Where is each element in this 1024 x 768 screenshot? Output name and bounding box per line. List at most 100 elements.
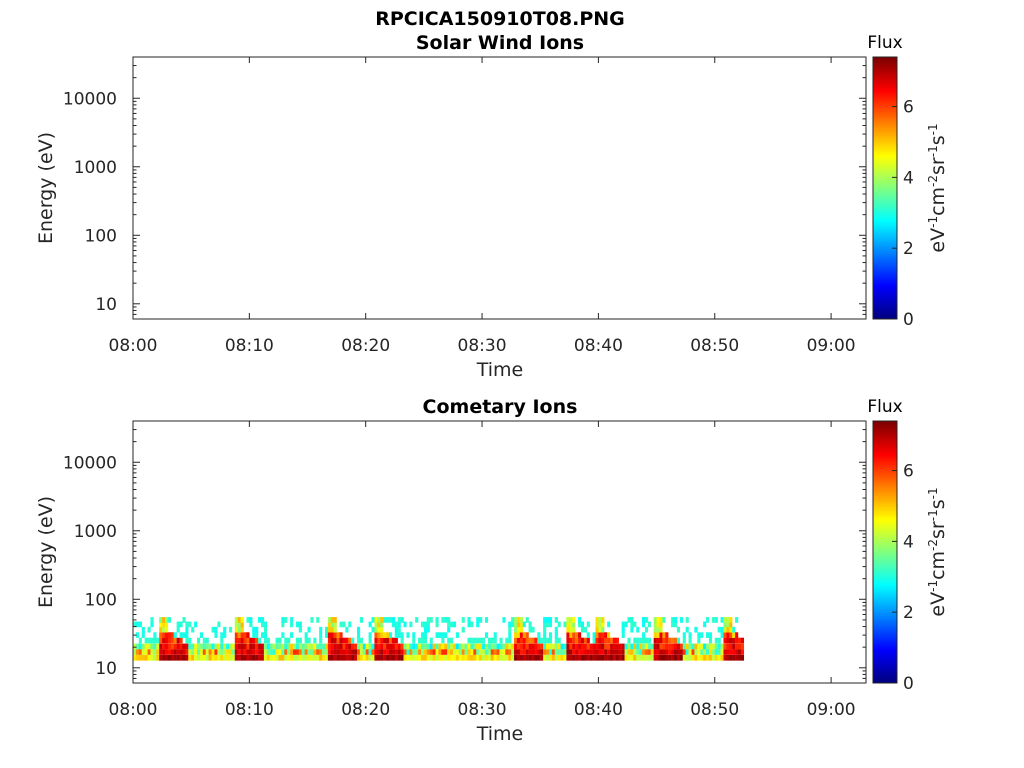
spectrogram-cell [237,654,241,661]
spectrogram-cell [502,617,506,623]
spectrogram-cell [621,632,625,638]
colorbar-step [873,209,897,213]
spectrogram-cell [246,637,250,644]
spectrogram-cell [281,643,285,650]
panel-title: Solar Wind Ions [416,32,584,54]
colorbar-step [873,543,897,546]
spectrogram-cell [444,632,448,638]
spectrogram-cell [324,643,329,650]
spectrogram-cell [234,643,238,650]
spectrogram-cell [275,637,279,644]
spectrogram-cell [546,621,550,628]
colorbar-step [873,214,897,217]
spectrogram-cell [508,654,512,661]
spectrogram-cell [313,637,317,644]
spectrogram-cell [167,649,172,655]
spectrogram-cell [211,626,215,633]
spectrogram-cell [612,643,617,650]
spectrogram-cell [578,621,582,628]
spectrogram-cell [159,626,163,633]
spectrogram-cell [252,632,256,638]
spectrogram-cell [607,632,611,638]
spectrogram-cell [580,637,585,644]
spectrogram-cell [234,626,238,633]
spectrogram-cell [482,654,486,661]
spectrogram-cell [656,643,660,650]
spectrogram-cell [167,654,172,661]
spectrogram-cell [566,654,570,661]
colorbar-step [873,115,897,119]
colorbar-step [873,619,897,623]
colorbar-step [873,288,897,292]
spectrogram-cell [676,637,681,644]
spectrogram-cell [266,643,270,650]
spectrogram-cell [333,621,337,628]
spectrogram-cell [668,637,672,644]
spectrogram-cell [537,632,541,638]
spectrogram-cell [269,649,273,655]
spectrogram-cell [153,637,157,644]
spectrogram-cell [566,643,570,650]
colorbar-step [873,78,897,82]
spectrogram-cell [165,649,169,655]
spectrogram-cell [144,643,148,650]
spectrogram-cell [263,643,267,650]
spectrogram-cell [572,626,576,633]
colorbar-step [873,493,897,496]
colorbar-step [873,253,897,257]
spectrogram-cell [540,643,544,650]
spectrogram-cell [598,649,602,655]
panel-cometary-ions: Cometary Ions 08:00 08:10 08:20 08:30 08:40 08… [35,396,949,745]
spectrogram-cell [511,654,515,661]
colorbar-step [873,236,897,239]
spectrogram-cell [441,654,445,661]
spectrogram-cell [412,643,416,650]
spectrogram-cell [223,626,227,633]
spectrogram-cell [374,621,378,628]
spectrogram-cell [700,643,704,650]
colorbar-step [873,231,897,235]
spectrogram-cell [327,649,331,655]
spectrogram-cell [708,632,713,638]
spectrogram-cell [630,643,634,650]
spectrogram-cell [327,637,331,644]
spectrogram-cell [548,637,553,644]
colorbar-step [873,479,897,483]
spectrogram-cell [191,643,195,650]
spectrogram-cell [703,643,707,650]
spectrogram-cell [415,617,419,623]
spectrogram-cell [688,643,692,650]
spectrogram-cell [659,621,663,628]
colorbar-step [873,120,897,123]
spectrogram-cell [199,649,204,655]
spectrogram-cell [447,637,451,644]
colorbar-step [873,637,897,640]
spectrogram-cell [650,649,654,655]
spectrogram-cell [659,654,663,661]
colorbar-step [873,251,897,254]
colorbar-step [873,135,897,139]
spectrogram-cell [313,649,317,655]
spectrogram-cell [592,637,596,644]
spectrogram-cell [612,654,617,661]
colorbar-step [873,166,897,169]
spectrogram-cell [263,632,267,638]
spectrogram-cell [467,617,471,623]
spectrogram-cell [420,654,425,661]
spectrogram-cell [615,654,619,661]
colorbar-step [873,475,897,479]
spectrogram-cell [435,643,439,650]
colorbar-step [873,61,897,64]
spectrogram-cell [356,654,361,661]
spectrogram-cell [284,637,288,644]
spectrogram-cell [409,649,413,655]
spectrogram-cell [167,643,172,650]
spectrogram-cell [333,654,337,661]
spectrogram-cell [159,621,163,628]
spectrogram-cell [133,654,137,661]
spectrogram-cell [228,649,233,655]
spectrogram-cell [380,637,384,644]
spectrogram-cell [706,654,710,661]
spectrogram-cell [569,654,573,661]
colorbar-step [873,297,897,300]
